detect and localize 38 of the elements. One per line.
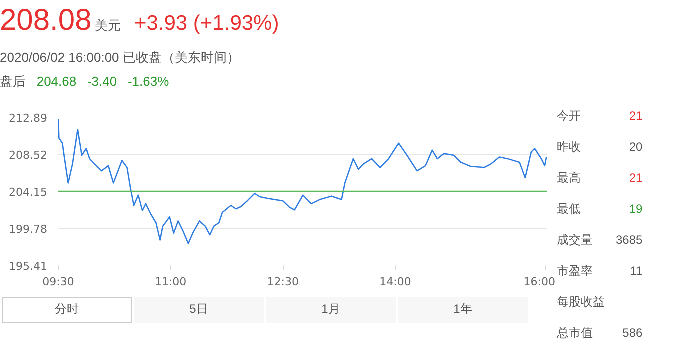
text: 总市值 — [557, 324, 594, 342]
x-tick-label: 14:00 — [380, 276, 412, 288]
text: 美元 — [95, 18, 122, 33]
chart-subtitle: 2020/06/02 16:00:00 已收盘（美东时间） — [0, 48, 241, 67]
text: 20 — [628, 138, 644, 156]
text: 市盈率 — [557, 262, 594, 280]
text: 今开 — [557, 108, 582, 125]
text: 21 — [628, 170, 644, 187]
x-tick-label: 09:30 — [42, 276, 74, 288]
y-tick-label: 212.89 — [9, 112, 48, 125]
text: 分时 — [2, 297, 132, 323]
text: 昨收 — [557, 138, 582, 156]
text: 3685 — [615, 232, 644, 249]
text: 成交量 — [557, 232, 594, 249]
text: +3.93 (+1.93%) — [134, 12, 280, 35]
x-tick-label: 16:00 — [524, 276, 556, 288]
line-series — [58, 118, 548, 244]
y-tick-label: 195.41 — [9, 260, 48, 273]
text: 1月 — [266, 297, 396, 323]
text: 204.68 — [36, 74, 77, 90]
text: 盘后 — [0, 74, 26, 90]
text: 5日 — [134, 297, 264, 323]
text: 586 — [622, 324, 644, 342]
y-tick-label: 204.15 — [9, 186, 48, 199]
x-tick-label: 12:30 — [267, 276, 300, 288]
y-tick-label: 208.52 — [9, 149, 48, 162]
text: 19 — [628, 200, 644, 218]
text: -1.63% — [128, 74, 170, 90]
text: 最高 — [557, 170, 582, 187]
text: 11 — [629, 262, 644, 280]
text: 1年 — [398, 297, 528, 323]
y-tick-label: 199.78 — [9, 223, 48, 236]
chart-title: 208.08 — [0, 4, 92, 37]
x-tick-label: 11:00 — [154, 276, 187, 288]
text: 最低 — [557, 200, 582, 218]
text: 21 — [628, 108, 644, 125]
text: -3.40 — [87, 74, 118, 90]
text: 每股收益 — [557, 294, 606, 311]
